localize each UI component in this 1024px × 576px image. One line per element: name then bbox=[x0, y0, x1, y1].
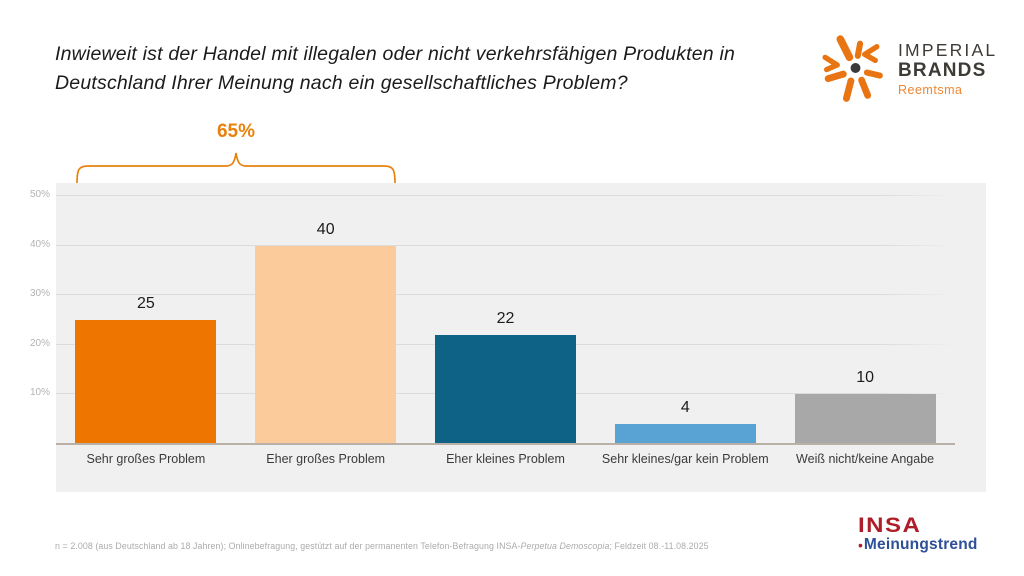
bar-slot-5: 10 bbox=[775, 183, 955, 444]
gridline-50 bbox=[56, 195, 955, 196]
bar-slot-2: 40 bbox=[236, 183, 416, 444]
insa-bullet-icon: • bbox=[858, 537, 863, 553]
y-tick-label-30: 30% bbox=[29, 288, 50, 300]
insa-logo: INSA • Meinungstrend bbox=[858, 513, 978, 554]
sum-bracket-icon bbox=[76, 152, 396, 184]
bar-value-label: 40 bbox=[316, 220, 335, 238]
category-label: Weiß nicht/keine Angabe bbox=[796, 452, 935, 466]
category-label: Eher großes Problem bbox=[266, 452, 386, 466]
bar-value-label: 10 bbox=[856, 369, 874, 387]
category-label: Sehr großes Problem bbox=[86, 452, 206, 466]
imperial-starburst-icon bbox=[822, 35, 883, 102]
bar bbox=[75, 320, 217, 444]
bar-value-label: 25 bbox=[137, 295, 155, 312]
bar-slot-3: 22 bbox=[416, 183, 596, 444]
brands-text: BRANDS bbox=[898, 60, 987, 81]
category-label: Eher kleines Problem bbox=[446, 452, 565, 466]
insa-wordmark: INSA bbox=[858, 513, 922, 538]
meinungstrend-text: Meinungstrend bbox=[863, 536, 978, 553]
page-title: Inwieweit ist der Handel mit illegalen o… bbox=[55, 40, 775, 98]
gridline-30 bbox=[56, 294, 955, 296]
category-label: Sehr kleines/gar kein Problem bbox=[601, 452, 769, 466]
imperial-brands-wordmark: IMPERIAL BRANDS Reemtsma bbox=[898, 28, 997, 97]
bar bbox=[434, 334, 576, 444]
page-title-line1: Inwieweit ist der Handel mit illegalen o… bbox=[55, 43, 736, 65]
bar-slot-1: 25 bbox=[56, 183, 236, 444]
footnote-part1: n = 2.008 (aus Deutschland ab 18 Jahren)… bbox=[55, 541, 521, 551]
bar-value-label: 22 bbox=[496, 309, 515, 327]
footnote-italic: Perpetua Demoscopia bbox=[520, 541, 610, 551]
page-title-line2: Deutschland Ihrer Meinung nach ein gesel… bbox=[55, 72, 628, 94]
gridline-40 bbox=[56, 244, 955, 246]
category-labels-row: Sehr großes Problem Eher großes Problem Eh… bbox=[56, 452, 955, 466]
footnote-part2: ; Feldzeit 08.-11.08.2025 bbox=[609, 541, 709, 551]
bar bbox=[255, 245, 397, 444]
bar bbox=[794, 394, 936, 444]
bar-value-label: 4 bbox=[680, 399, 690, 417]
y-tick-label-10: 10% bbox=[29, 387, 50, 399]
sum-annotation-label: 65% bbox=[216, 121, 256, 142]
imperial-brands-logo: IMPERIAL BRANDS Reemtsma bbox=[816, 28, 997, 108]
reemtsma-text: Reemtsma bbox=[898, 83, 963, 97]
y-axis-ticks: 10% 20% 30% 40% 50% bbox=[6, 183, 50, 444]
footnote: n = 2.008 (aus Deutschland ab 18 Jahren)… bbox=[55, 541, 709, 551]
bars-row: 25 40 22 4 10 bbox=[56, 183, 955, 444]
y-tick-label-20: 20% bbox=[29, 337, 50, 349]
bar-slot-4: 4 bbox=[595, 183, 775, 444]
y-tick-label-50: 50% bbox=[29, 189, 50, 200]
bar bbox=[614, 424, 756, 444]
y-tick-label-40: 40% bbox=[29, 238, 50, 250]
imperial-text: IMPERIAL bbox=[898, 40, 998, 60]
x-axis-line bbox=[56, 443, 955, 445]
insa-subtitle: • Meinungstrend bbox=[858, 536, 978, 554]
